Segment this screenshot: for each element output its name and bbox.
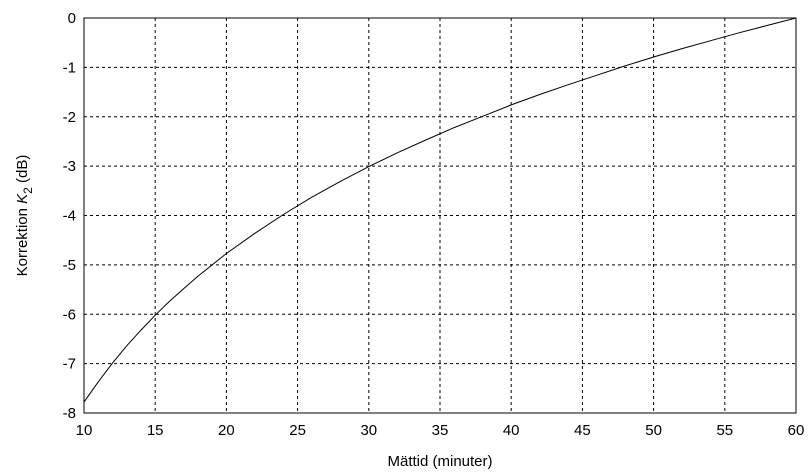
y-axis-label-prefix: Korrektion: [14, 204, 31, 277]
x-tick-labels: 10 15 20 25 30 35 40 45 50 55 60: [76, 422, 805, 439]
y-axis-label-symbol: K: [14, 193, 31, 204]
y-tick-label: -8: [63, 405, 76, 422]
y-tick-label: -3: [63, 158, 76, 175]
y-tick-label: -7: [63, 356, 76, 373]
y-tick-label: -6: [63, 306, 76, 323]
x-tick-label: 55: [716, 422, 733, 439]
x-tick-label: 35: [432, 422, 449, 439]
y-tick-label: -5: [63, 257, 76, 274]
x-tick-label: 60: [788, 422, 805, 439]
x-tick-label: 15: [147, 422, 164, 439]
grid-lines: [84, 18, 796, 413]
x-tick-label: 25: [289, 422, 306, 439]
x-tick-label: 20: [218, 422, 235, 439]
y-axis-label-suffix: (dB): [14, 155, 31, 188]
y-tick-labels: 0 -1 -2 -3 -4 -5 -6 -7 -8: [63, 10, 76, 422]
x-tick-label: 40: [503, 422, 520, 439]
data-line-layer: [83, 17, 797, 403]
x-tick-label: 50: [645, 422, 662, 439]
plot-area-frame: [83, 17, 797, 414]
x-tick-label: 45: [574, 422, 591, 439]
y-axis-label: Korrektion K2 (dB): [14, 155, 35, 277]
x-axis-label: Mättid (minuter): [387, 453, 492, 470]
y-tick-label: -1: [63, 59, 76, 76]
correction-curve: [83, 17, 797, 403]
x-tick-label: 30: [360, 422, 377, 439]
x-tick-label: 10: [76, 422, 93, 439]
y-tick-label: 0: [68, 10, 76, 27]
y-tick-label: -2: [63, 109, 76, 126]
y-tick-label: -4: [63, 208, 76, 225]
y-axis-label-subscript: 2: [21, 187, 35, 194]
